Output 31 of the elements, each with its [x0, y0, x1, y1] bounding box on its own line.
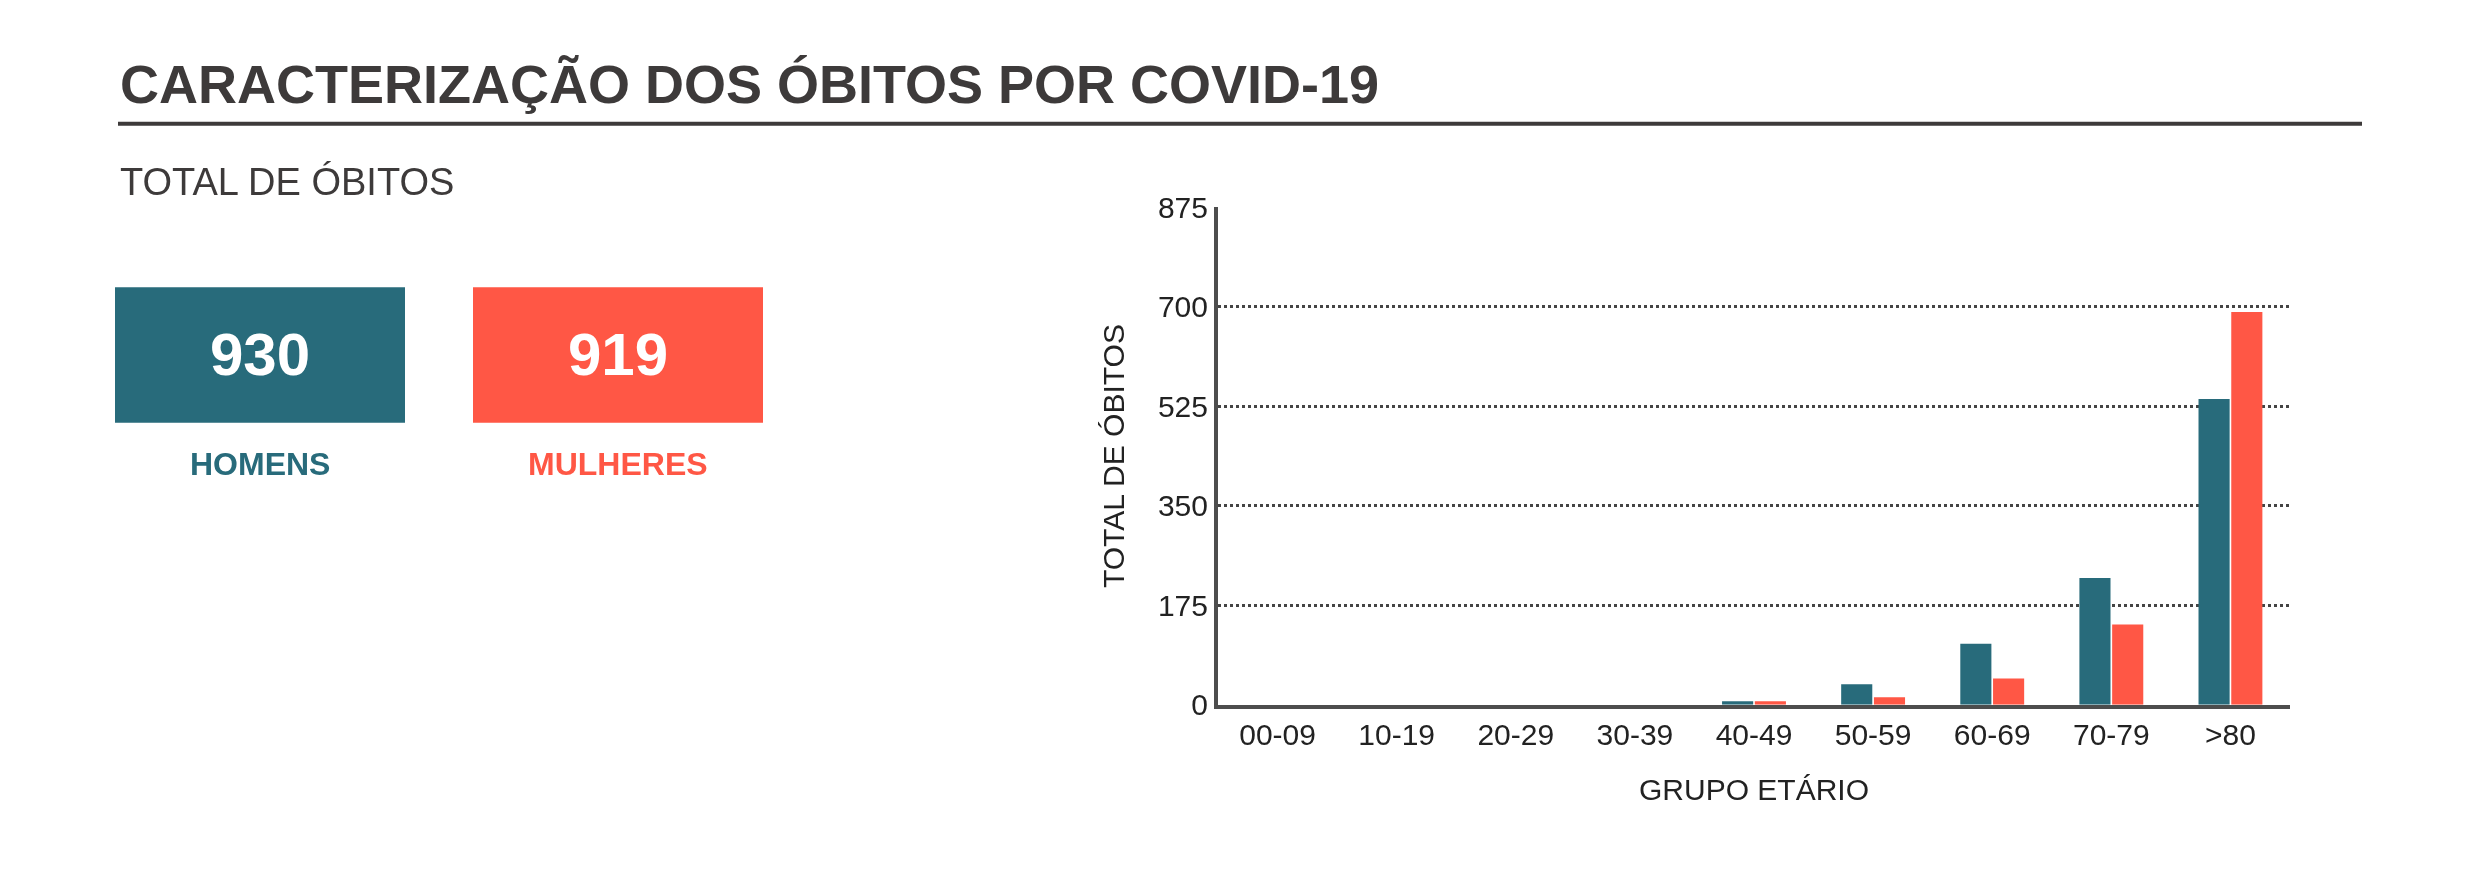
bar	[2112, 624, 2144, 705]
x-tick-label: 10-19	[1358, 717, 1436, 751]
text: CARACTERIZAÇÃO DOS ÓBITOS POR COVID-19	[120, 54, 1380, 114]
bar	[2198, 398, 2230, 705]
x-tick-label: 20-29	[1477, 717, 1555, 751]
bar	[1841, 684, 1873, 705]
x-tick-label: 70-79	[2072, 717, 2150, 751]
x-tick-label: 50-59	[1834, 717, 1912, 751]
y-tick-label: 350	[1157, 489, 1208, 523]
category-label: HOMENS	[190, 446, 331, 482]
x-tick-label: 40-49	[1715, 717, 1793, 751]
data-label: 919	[568, 321, 669, 388]
text: TOTAL DE ÓBITOS	[120, 161, 455, 203]
y-tick-label: 875	[1157, 190, 1208, 224]
y-axis-title: TOTAL DE ÓBITOS	[1097, 324, 1131, 589]
data-label: 930	[210, 321, 311, 388]
x-tick-label: 30-39	[1596, 717, 1674, 751]
x-tick-label: 60-69	[1953, 717, 2031, 751]
bar	[1873, 697, 1906, 705]
y-tick-label: 525	[1157, 389, 1208, 423]
category-label: MULHERES	[528, 446, 708, 482]
y-tick-label: 0	[1191, 688, 1208, 722]
y-tick-label: 175	[1157, 588, 1208, 622]
x-tick-label: >80	[2204, 717, 2256, 751]
bar	[2079, 577, 2111, 705]
x-tick-label: 00-09	[1239, 717, 1316, 751]
x-axis-title: GRUPO ETÁRIO	[1638, 772, 1870, 806]
bar	[1993, 678, 2025, 705]
y-tick-label: 700	[1157, 290, 1208, 324]
bar	[2231, 311, 2263, 705]
bar	[1960, 643, 1992, 705]
